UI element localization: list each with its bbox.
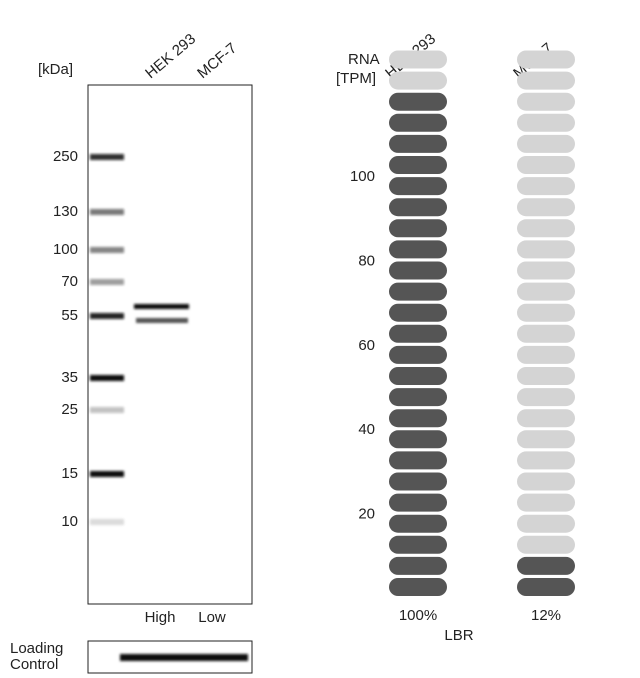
loading-label: Loading <box>10 640 63 657</box>
marker-label: 10 <box>61 513 78 530</box>
marker-band <box>90 154 124 160</box>
rna-pill <box>389 261 447 280</box>
marker-band <box>90 375 124 381</box>
rna-pill <box>517 282 575 301</box>
marker-label: 130 <box>53 203 78 220</box>
rna-pill <box>517 303 575 322</box>
rna-pill <box>389 303 447 322</box>
rna-pill <box>389 514 447 533</box>
rna-pill <box>517 451 575 470</box>
rna-pill <box>389 177 447 196</box>
y-tick-label: 60 <box>358 337 375 354</box>
marker-label: 35 <box>61 369 78 386</box>
marker-label: 70 <box>61 273 78 290</box>
rna-pill <box>517 493 575 512</box>
rna-pill <box>389 451 447 470</box>
rna-axis-label: RNA <box>348 51 380 68</box>
lane-level: Low <box>198 609 226 626</box>
rna-pill <box>389 282 447 301</box>
y-tick-label: 40 <box>358 421 375 438</box>
rna-pill <box>389 71 447 90</box>
bands <box>120 304 248 661</box>
rna-pill <box>517 134 575 153</box>
rna-pill <box>517 556 575 575</box>
gene-label: LBR <box>444 627 473 644</box>
rna-axis-label: [TPM] <box>336 70 376 87</box>
rna-pill <box>517 514 575 533</box>
rna-pill <box>389 324 447 343</box>
rna-pill <box>517 50 575 69</box>
rna-pill <box>517 177 575 196</box>
rna-pill <box>389 156 447 174</box>
marker-label: 55 <box>61 307 78 324</box>
rna-pill <box>517 156 575 174</box>
rna-pill <box>517 345 575 364</box>
y-tick-label: 80 <box>358 252 375 269</box>
rna-pill <box>389 113 447 132</box>
rna-pill <box>389 198 447 217</box>
rna-pill <box>517 367 575 385</box>
rna-pill <box>389 388 447 407</box>
level-label: 12% <box>531 607 561 624</box>
rna-pill <box>389 578 447 596</box>
marker-band <box>90 407 124 413</box>
rna-pill <box>389 472 447 491</box>
rna-pill <box>389 92 447 111</box>
rna-pill <box>517 261 575 280</box>
y-tick-label: 100 <box>350 168 375 185</box>
band <box>120 654 248 661</box>
rna-pill <box>389 409 447 428</box>
rna-pill <box>389 50 447 69</box>
unit-label: [kDa] <box>38 61 73 78</box>
band <box>134 304 189 309</box>
rna-pill <box>517 578 575 596</box>
rna-pill <box>389 493 447 512</box>
marker-label: 250 <box>53 148 78 165</box>
band <box>136 318 188 323</box>
lane-label: HEK 293 <box>142 30 199 82</box>
rna-pill <box>389 345 447 364</box>
rna-pill <box>517 324 575 343</box>
lane-level: High <box>145 609 176 626</box>
lane-label: MCF-7 <box>194 40 240 82</box>
marker-band <box>90 313 124 319</box>
rna-pill <box>389 219 447 238</box>
rna-pill <box>389 556 447 575</box>
rna-pill <box>389 240 447 259</box>
rna-pill <box>517 409 575 428</box>
rna-pill <box>517 198 575 217</box>
rna-pill <box>389 430 447 449</box>
rna-pill <box>517 113 575 132</box>
loading-label: Control <box>10 656 58 673</box>
marker-label: 25 <box>61 401 78 418</box>
marker-band <box>90 279 124 285</box>
marker-band <box>90 209 124 215</box>
y-tick-label: 20 <box>358 506 375 523</box>
rna-pill <box>389 535 447 554</box>
marker-label: 15 <box>61 465 78 482</box>
blot-frame <box>87 84 253 605</box>
rna-pill <box>517 71 575 90</box>
rna-pill <box>517 535 575 554</box>
rna-pill <box>517 388 575 407</box>
rna-pill <box>517 430 575 449</box>
marker-band <box>90 519 124 525</box>
rna-pill <box>517 472 575 491</box>
rna-pill <box>517 92 575 111</box>
rna-pill <box>517 240 575 259</box>
rna-pill <box>517 219 575 238</box>
rna-pill <box>389 367 447 385</box>
marker-label: 100 <box>53 241 78 258</box>
rna-pill <box>389 134 447 153</box>
marker-band <box>90 471 124 477</box>
level-label: 100% <box>399 607 437 624</box>
marker-band <box>90 247 124 253</box>
